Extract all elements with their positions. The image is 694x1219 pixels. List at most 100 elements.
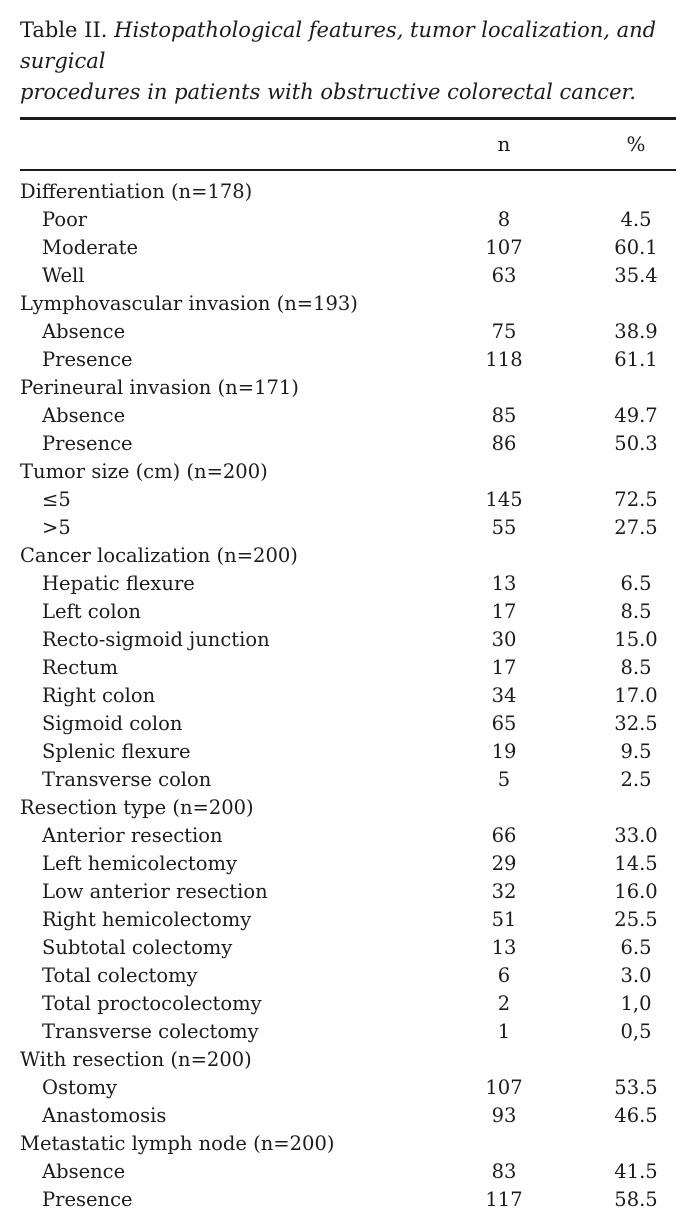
table-row-item: Total colectomy 6 3.0: [20, 962, 676, 990]
row-percent-value: 8.5: [620, 600, 652, 623]
table-row-item: Total proctocolectomy 2 1,0: [20, 990, 676, 1018]
row-label: Subtotal colectomy: [42, 936, 233, 959]
row-percent-value: [596, 458, 676, 486]
table-caption-text-line1: Histopathological features, tumor locali…: [20, 18, 657, 73]
table-caption: Table II. Histopathological features, tu…: [20, 15, 676, 108]
row-label: Moderate: [42, 236, 139, 259]
table-row-item: Transverse colon 5 2.5: [20, 766, 676, 794]
row-label: Transverse colectomy: [42, 1020, 259, 1043]
row-n-value: 93: [491, 1104, 517, 1127]
table-row-group-header: Cancer localization (n=200): [20, 542, 676, 570]
row-n-value: 13: [491, 936, 517, 959]
table-row-item: Transverse colectomy 1 0,5: [20, 1018, 676, 1046]
column-header-n: n: [497, 132, 511, 156]
row-label: Transverse colon: [42, 768, 212, 791]
table-row-item: Well 63 35.4: [20, 262, 676, 290]
row-percent-value: 17.0: [614, 684, 658, 707]
row-label: Hepatic flexure: [42, 572, 195, 595]
row-n-value: 2: [497, 992, 511, 1015]
column-header-percent: %: [626, 132, 646, 156]
row-n-value: 83: [491, 1160, 517, 1183]
row-n-value: 17: [491, 600, 517, 623]
table-row-group-header: Resection type (n=200): [20, 794, 676, 822]
row-percent-value: 1,0: [620, 992, 652, 1015]
row-label: Recto-sigmoid junction: [42, 628, 270, 651]
row-label: Anterior resection: [42, 824, 223, 847]
row-label: Left colon: [42, 600, 141, 623]
table-row-group-header: Differentiation (n=178): [20, 178, 676, 206]
row-percent-value: 15.0: [614, 628, 658, 651]
row-n-value: 51: [491, 908, 517, 931]
table-row-group-header: Lymphovascular invasion (n=193): [20, 290, 676, 318]
row-label: >5: [42, 516, 71, 539]
table-row-group-header: With resection (n=200): [20, 1046, 676, 1074]
row-label: Lymphovascular invasion (n=193): [20, 292, 358, 315]
row-percent-value: [596, 178, 676, 206]
table-caption-number: Table II.: [20, 18, 108, 42]
row-n-value: 34: [491, 684, 517, 707]
row-n-value: 107: [485, 236, 523, 259]
row-n-value: 30: [491, 628, 517, 651]
table-row-item: Rectum 17 8.5: [20, 654, 676, 682]
row-n-value: 5: [497, 768, 511, 791]
row-n-value: 13: [491, 572, 517, 595]
row-percent-value: 3.0: [620, 964, 652, 987]
row-n-value: 1: [497, 1020, 511, 1043]
table-row-item: Anterior resection 66 33.0: [20, 822, 676, 850]
row-percent-value: 32.5: [614, 712, 658, 735]
row-percent-value: 2.5: [620, 768, 652, 791]
row-n-value: [464, 374, 544, 402]
row-percent-value: [596, 794, 676, 822]
row-n-value: [464, 458, 544, 486]
row-percent-value: 8.5: [620, 656, 652, 679]
row-label: Absence: [42, 320, 126, 343]
row-percent-value: 38.9: [614, 320, 658, 343]
row-percent-value: 41.5: [614, 1160, 658, 1183]
table-row-item: Right hemicolectomy 51 25.5: [20, 906, 676, 934]
table-row-group-header: Perineural invasion (n=171): [20, 374, 676, 402]
table-row-item: Subtotal colectomy 13 6.5: [20, 934, 676, 962]
row-n-value: 32: [491, 880, 517, 903]
row-percent-value: 0,5: [620, 1020, 652, 1043]
row-label: Anastomosis: [42, 1104, 167, 1127]
row-percent-value: 14.5: [614, 852, 658, 875]
row-n-value: 107: [485, 1076, 523, 1099]
table-header-rule: [20, 168, 676, 171]
row-n-value: 117: [485, 1188, 523, 1211]
row-n-value: 8: [497, 208, 511, 231]
table-row-item: Ostomy 107 53.5: [20, 1074, 676, 1102]
row-n-value: [464, 178, 544, 206]
row-n-value: 65: [491, 712, 517, 735]
table-body: Differentiation (n=178) Poor 8 4.5 Moderate 1…: [20, 171, 676, 1219]
row-label: Left hemicolectomy: [42, 852, 238, 875]
row-label: Presence: [42, 1188, 133, 1211]
row-label: With resection (n=200): [20, 1048, 252, 1071]
row-percent-value: [596, 374, 676, 402]
row-percent-value: 72.5: [614, 488, 658, 511]
row-n-value: 66: [491, 824, 517, 847]
row-label: Total colectomy: [42, 964, 198, 987]
row-percent-value: 58.5: [614, 1188, 658, 1211]
row-label: Perineural invasion (n=171): [20, 376, 299, 399]
table-row-group-header: Metastatic lymph node (n=200): [20, 1130, 676, 1158]
row-percent-value: [596, 290, 676, 318]
row-label: Total proctocolectomy: [42, 992, 262, 1015]
table-row-item: Low anterior resection 32 16.0: [20, 878, 676, 906]
table-row-item: Presence 86 50.3: [20, 430, 676, 458]
row-n-value: [464, 1046, 544, 1074]
row-n-value: 145: [485, 488, 523, 511]
row-n-value: [464, 1130, 544, 1158]
row-percent-value: 35.4: [614, 264, 658, 287]
row-percent-value: 61.1: [614, 348, 658, 371]
row-label: Splenic flexure: [42, 740, 191, 763]
row-n-value: 19: [491, 740, 517, 763]
row-percent-value: 4.5: [620, 208, 652, 231]
table-row-item: Splenic flexure 19 9.5: [20, 738, 676, 766]
table-row-item: Presence 118 61.1: [20, 346, 676, 374]
row-n-value: [464, 542, 544, 570]
row-percent-value: 33.0: [614, 824, 658, 847]
row-label: Absence: [42, 404, 126, 427]
table-row-item: Absence 85 49.7: [20, 402, 676, 430]
table-row-group-header: Tumor size (cm) (n=200): [20, 458, 676, 486]
row-label: Right colon: [42, 684, 156, 707]
